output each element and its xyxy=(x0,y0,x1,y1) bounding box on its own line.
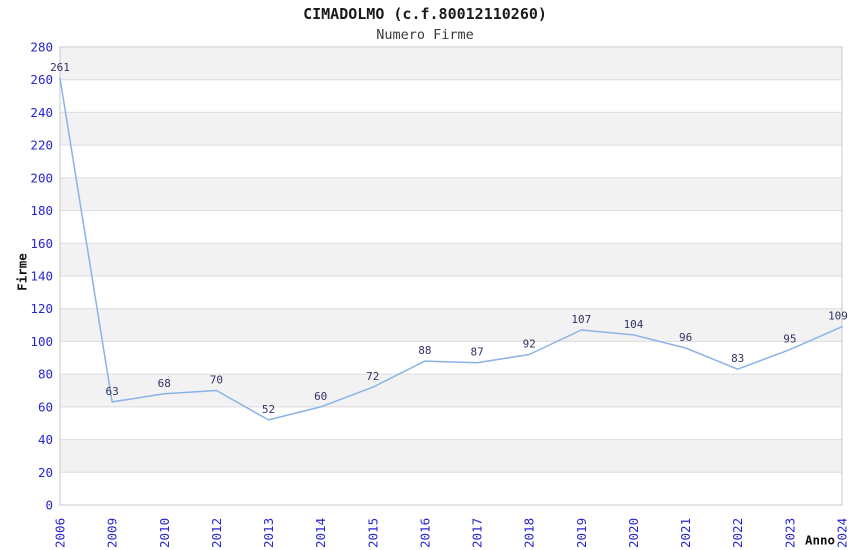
y-tick-label: 80 xyxy=(38,367,53,382)
plot-band xyxy=(60,472,842,505)
x-tick-label: 2021 xyxy=(678,518,693,548)
plot-band xyxy=(60,79,842,113)
point-label: 92 xyxy=(523,338,536,351)
plot-band xyxy=(60,374,842,407)
point-label: 261 xyxy=(50,61,70,74)
data-line xyxy=(59,77,843,421)
plot-band xyxy=(60,308,842,342)
x-tick-label: 2024 xyxy=(835,518,850,548)
y-tick-label: 180 xyxy=(30,203,53,218)
y-tick-label: 20 xyxy=(38,465,53,480)
plot-band xyxy=(60,406,842,440)
point-label: 83 xyxy=(731,352,744,365)
plot-band xyxy=(60,210,842,244)
point-label: 88 xyxy=(418,344,431,357)
plot-band xyxy=(60,112,842,146)
x-tick-label: 2018 xyxy=(522,518,537,548)
y-tick-label: 40 xyxy=(38,432,53,447)
y-axis-title: Firme xyxy=(14,253,30,291)
plot-band xyxy=(60,145,842,178)
point-label: 95 xyxy=(783,333,796,346)
y-tick-label: 140 xyxy=(30,269,53,284)
chart-subtitle: Numero Firme xyxy=(376,27,474,43)
plot-band xyxy=(60,177,842,211)
point-label: 104 xyxy=(624,318,644,331)
y-tick-label: 100 xyxy=(30,334,53,349)
x-axis-title: Anno xyxy=(804,532,836,548)
point-label: 70 xyxy=(210,374,223,387)
y-tick-label: 120 xyxy=(30,301,53,316)
y-tick-label: 220 xyxy=(30,138,53,153)
y-tick-label: 60 xyxy=(38,399,53,414)
point-label: 109 xyxy=(828,310,848,323)
plot-band xyxy=(60,276,842,309)
x-tick-label: 2019 xyxy=(574,518,589,548)
y-tick-label: 160 xyxy=(30,236,53,251)
point-label: 60 xyxy=(314,390,327,403)
x-tick-label: 2009 xyxy=(105,518,120,548)
x-tick-label: 2012 xyxy=(209,518,224,548)
plot-border xyxy=(59,46,843,506)
plot-band xyxy=(60,243,842,276)
plot-band xyxy=(60,341,842,375)
y-tick-label: 260 xyxy=(30,72,53,87)
point-label: 107 xyxy=(571,313,591,326)
x-tick-label: 2006 xyxy=(53,518,68,548)
y-tick-label: 280 xyxy=(30,40,53,55)
x-tick-label: 2016 xyxy=(417,518,432,548)
point-label: 72 xyxy=(366,370,379,383)
plot-band xyxy=(60,439,842,473)
x-tick-label: 2015 xyxy=(365,518,380,548)
x-tick-label: 2014 xyxy=(313,518,328,548)
point-label: 87 xyxy=(470,346,483,359)
chart-title: CIMADOLMO (c.f.80012110260) xyxy=(303,5,547,23)
point-label: 63 xyxy=(105,385,118,398)
x-tick-label: 2010 xyxy=(157,518,172,548)
x-tick-label: 2013 xyxy=(261,518,276,548)
x-tick-label: 2022 xyxy=(730,518,745,548)
y-tick-label: 200 xyxy=(30,170,53,185)
point-label: 68 xyxy=(158,377,171,390)
plot-band xyxy=(60,47,842,80)
y-tick-label: 240 xyxy=(30,105,53,120)
point-label: 52 xyxy=(262,403,275,416)
y-tick-label: 0 xyxy=(45,498,53,513)
x-tick-label: 2017 xyxy=(470,518,485,548)
x-tick-label: 2020 xyxy=(626,518,641,548)
point-label: 96 xyxy=(679,331,692,344)
x-tick-label: 2023 xyxy=(782,518,797,548)
